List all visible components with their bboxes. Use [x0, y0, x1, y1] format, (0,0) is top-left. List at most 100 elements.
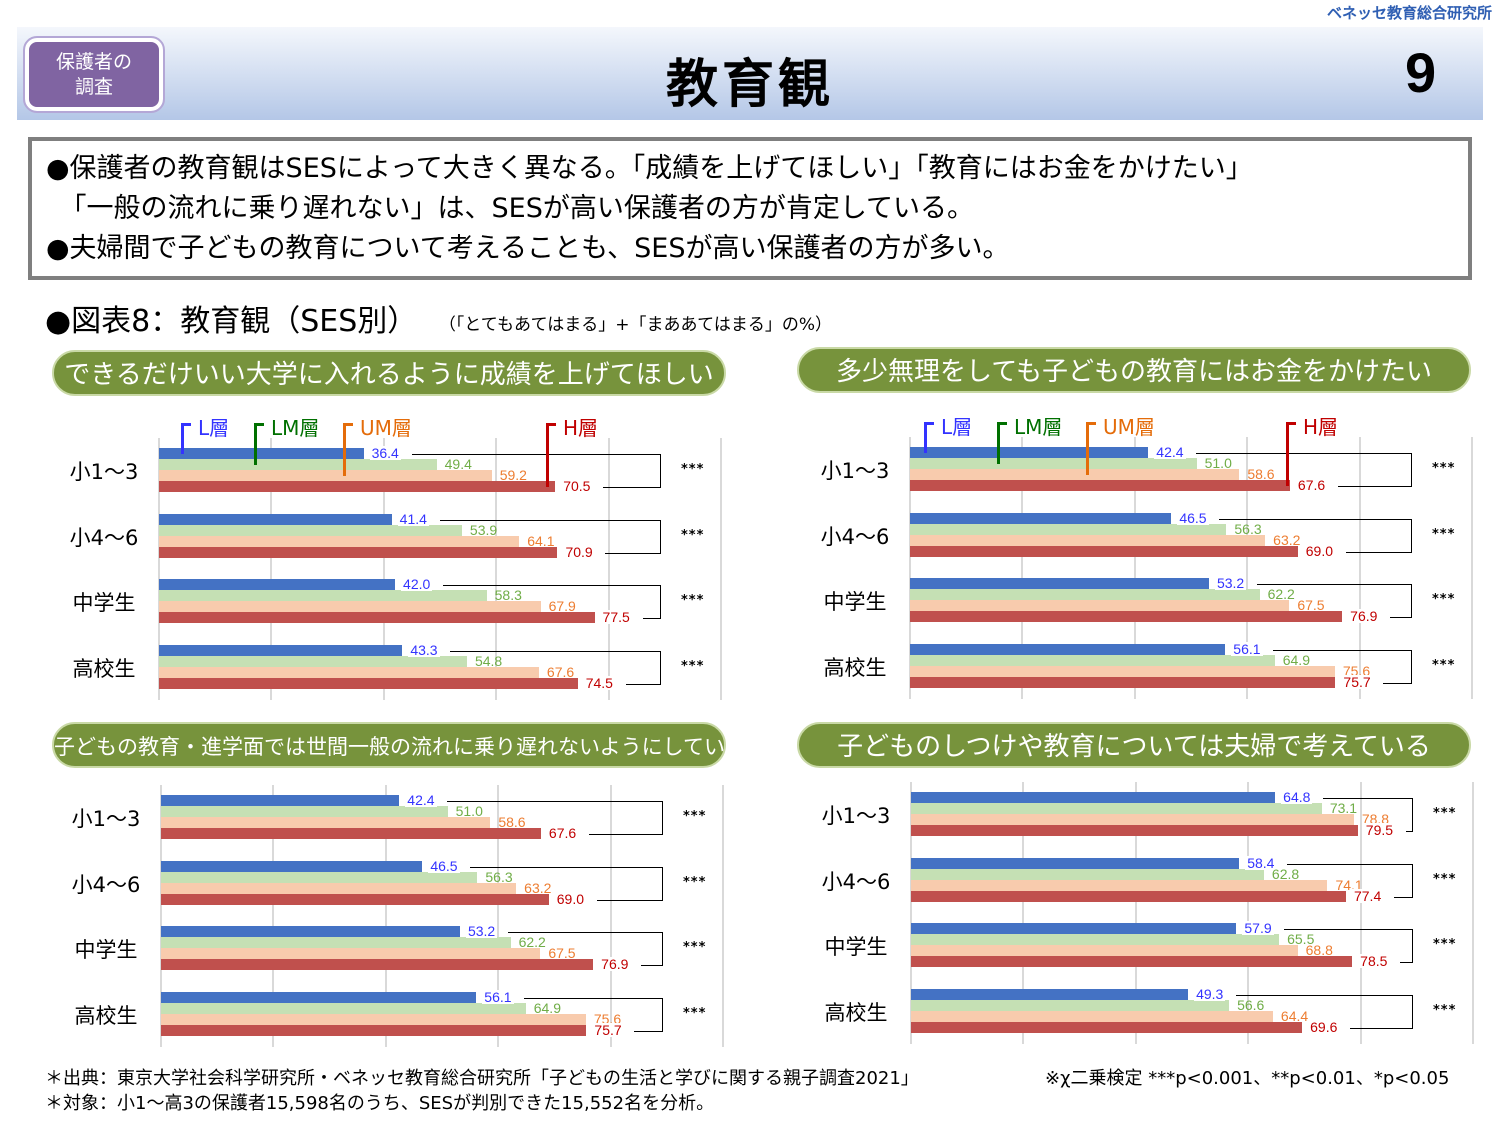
significance-bracket: [1409, 929, 1413, 931]
bar-H層: [161, 1024, 587, 1036]
bar-UM層: [911, 1010, 1273, 1022]
category-label: 高校生: [72, 656, 136, 681]
legend-label: UM層: [1103, 415, 1155, 439]
category-label: 小1～3: [69, 460, 139, 484]
bar-L層: [159, 644, 403, 656]
bar-L層: [910, 578, 1209, 589]
page-title: 教育観: [665, 55, 834, 115]
value-label: 56.3: [485, 868, 513, 885]
value-label: 76.9: [599, 956, 631, 972]
bar-LM層: [161, 871, 478, 883]
value-label: 58.3: [494, 587, 522, 603]
bar-L層: [910, 643, 1226, 655]
bar-L層: [161, 860, 423, 872]
gridline: [1471, 437, 1473, 699]
significance-bracket: [1236, 994, 1413, 997]
value-label: 64.9: [1282, 651, 1310, 668]
value-label: 73.1: [1329, 800, 1358, 816]
significance-bracket: [1273, 649, 1412, 652]
bar-H層: [159, 481, 556, 492]
bar-H層: [159, 612, 595, 623]
bar-UM層: [161, 817, 491, 828]
gridline: [910, 782, 912, 1044]
significance-stars: ***: [1432, 461, 1456, 476]
significance-bracket: [1383, 649, 1412, 684]
section-heading: ●図表8：教育観（SES別）: [45, 304, 418, 339]
value-label: 70.5: [561, 478, 593, 494]
legend-marker-H層: [1286, 422, 1296, 486]
category-label: 中学生: [823, 590, 887, 614]
category-label: 中学生: [824, 935, 888, 959]
badge-line2: 調査: [74, 76, 113, 98]
footnote-target: ＊対象：小1～高3の保護者15,598名のうち、SESが判別できた15,552名…: [45, 1093, 715, 1114]
value-label: 62.2: [518, 934, 546, 950]
value-label: 36.4: [369, 445, 401, 461]
value-label: 56.1: [1231, 640, 1263, 657]
bar-H層: [910, 480, 1290, 491]
significance-bracket: [1287, 863, 1413, 866]
bar-UM層: [911, 945, 1298, 956]
gridline: [384, 785, 387, 1047]
bar-L層: [911, 923, 1237, 934]
significance-bracket: [625, 650, 661, 685]
significance-bracket: [1408, 518, 1412, 521]
value-label: 69.6: [1308, 1018, 1340, 1035]
bar-H層: [911, 890, 1346, 902]
value-label: 65.5: [1287, 931, 1315, 947]
category-label: 中学生: [74, 938, 138, 962]
gridline: [497, 785, 500, 1047]
value-label: 75.6: [1342, 662, 1371, 679]
legend-label: L層: [941, 415, 973, 439]
gridline: [1021, 437, 1024, 699]
significance-bracket: [605, 519, 661, 554]
value-label: 79.5: [1363, 822, 1396, 838]
bar-H層: [911, 1021, 1303, 1033]
value-label: 70.9: [563, 543, 595, 560]
significance-stars: ***: [681, 593, 705, 608]
significance-stars: ***: [683, 874, 707, 890]
significance-bracket: [659, 801, 663, 803]
value-label: 58.6: [498, 814, 526, 830]
significance-bracket: [447, 801, 663, 803]
significance-bracket: [596, 866, 663, 901]
gridline: [1247, 782, 1250, 1044]
value-label: 69.0: [1303, 542, 1336, 559]
bar-H層: [911, 825, 1358, 836]
category-label: 小1～3: [821, 804, 891, 828]
value-label: 67.6: [546, 663, 575, 680]
gridline: [158, 438, 160, 700]
significance-bracket: [439, 519, 661, 522]
chart-title-4: 子どものしつけや教育については夫婦で考えている: [797, 722, 1471, 768]
significance-bracket: [603, 454, 661, 488]
value-label: 78.5: [1358, 953, 1390, 969]
value-label: 49.4: [444, 456, 472, 472]
category-label: 小1～3: [820, 459, 890, 483]
value-label: 41.4: [397, 510, 429, 527]
significance-bracket: [450, 650, 661, 653]
bar-L層: [911, 988, 1189, 1000]
significance-stars: ***: [683, 809, 707, 824]
bar-UM層: [911, 879, 1328, 891]
category-label: 中学生: [72, 591, 136, 615]
value-label: 49.3: [1194, 985, 1226, 1002]
significance-bracket: [642, 585, 661, 619]
bar-LM層: [910, 654, 1275, 666]
bar-H層: [159, 546, 558, 558]
legend-label: H層: [563, 416, 599, 440]
significance-stars: ***: [681, 462, 705, 477]
category-label: 小1～3: [71, 807, 141, 831]
gridline: [607, 438, 610, 700]
significance-stars: ***: [681, 658, 705, 674]
legend-marker-H層: [546, 423, 556, 487]
category-label: 高校生: [74, 1003, 138, 1028]
gridline: [1472, 782, 1474, 1044]
legend-label: UM層: [360, 416, 412, 440]
significance-stars: ***: [683, 940, 707, 955]
bar-L層: [159, 513, 392, 525]
bar-L層: [161, 926, 460, 937]
gridline: [1246, 437, 1249, 699]
bar-LM層: [161, 806, 448, 817]
significance-bracket: [443, 585, 661, 587]
section-title: ●図表8：教育観（SES別） （「とてもあてはまる」+「まああてはまる」の%）: [45, 296, 832, 340]
significance-bracket: [1350, 994, 1413, 1029]
